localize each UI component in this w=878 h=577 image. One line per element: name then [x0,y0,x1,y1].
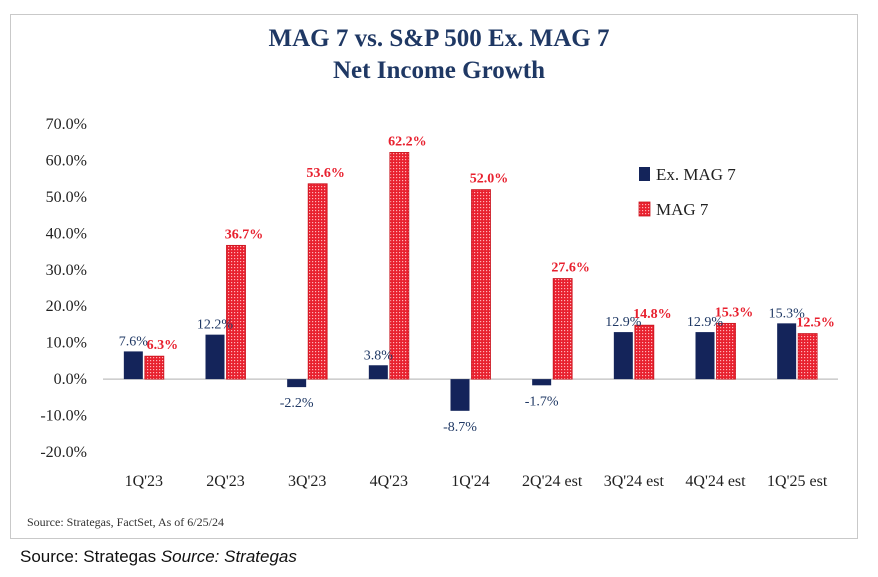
data-label-ex-mag7: 12.9% [687,315,724,330]
y-tick-label: 70.0% [46,116,87,133]
data-label-ex-mag7: 7.6% [119,334,149,349]
y-tick-label: 10.0% [46,335,87,352]
bar-ex-mag7 [695,332,715,380]
chart-title: MAG 7 vs. S&P 500 Ex. MAG 7 [268,25,610,52]
x-tick-label: 1Q'25 est [767,473,828,490]
data-label-mag7: 14.8% [633,307,672,322]
bar-ex-mag7 [532,379,552,386]
bar-mag7 [552,278,573,380]
y-tick-label: 30.0% [46,262,87,279]
data-label-ex-mag7: 12.2% [197,318,234,333]
y-tick-label: -20.0% [40,444,87,461]
y-tick-label: -10.0% [40,408,87,425]
x-tick-label: 1Q'24 [451,473,489,490]
bar-ex-mag7 [123,351,143,380]
x-tick-label: 2Q'23 [206,473,244,490]
bar-mag7 [797,333,818,380]
bar-ex-mag7 [368,365,388,380]
y-tick-label: 40.0% [46,225,87,242]
legend-swatch-mag7 [638,201,651,217]
bar-mag7 [226,244,246,380]
x-tick-label: 4Q'24 est [685,473,746,490]
bar-mag7 [144,355,165,380]
bar-mag7 [716,322,736,380]
data-label-mag7: 15.3% [715,305,754,320]
legend-label-mag7: MAG 7 [656,200,709,219]
x-tick-label: 3Q'24 est [604,473,665,490]
x-tick-label: 3Q'23 [288,473,326,490]
data-label-ex-mag7: 15.3% [769,306,806,321]
data-label-mag7: 53.6% [306,166,345,181]
data-label-mag7: 27.6% [551,261,590,276]
data-label-mag7: 12.5% [796,316,835,331]
data-label-mag7: 62.2% [388,134,427,149]
bar-ex-mag7 [777,323,797,380]
bar-ex-mag7 [205,334,225,380]
source-caption-italic: Source: Strategas [160,547,297,566]
x-tick-label: 4Q'23 [370,473,408,490]
bar-mag7 [307,183,328,380]
bar-mag7 [389,152,410,380]
source-caption-text: Source: Strategas [20,547,157,566]
data-label-ex-mag7: -1.7% [525,394,559,409]
legend-swatch-ex-mag7 [639,167,650,181]
data-label-ex-mag7: 12.9% [605,315,642,330]
source-note: Source: Strategas, FactSet, As of 6/25/2… [27,515,224,529]
bar-mag7 [471,189,491,380]
data-label-ex-mag7: -2.2% [280,396,314,411]
y-tick-label: 50.0% [46,189,87,206]
y-tick-label: 60.0% [46,152,87,169]
data-label-ex-mag7: 3.8% [364,348,394,363]
source-caption: Source: Strategas Source: Strategas [20,547,297,567]
data-label-mag7: 36.7% [225,227,264,242]
y-tick-label: 20.0% [46,298,87,315]
bar-ex-mag7 [450,379,470,411]
data-label-ex-mag7: -8.7% [443,420,477,435]
chart-frame [10,14,858,539]
x-tick-label: 2Q'24 est [522,473,583,490]
bar-ex-mag7 [613,332,633,380]
data-label-mag7: 52.0% [470,172,509,187]
data-label-mag7: 6.3% [147,338,179,353]
y-tick-label: 0.0% [54,371,87,388]
x-tick-label: 1Q'23 [125,473,163,490]
bar-ex-mag7 [287,379,307,388]
chart-subtitle: Net Income Growth [333,57,545,84]
bar-mag7 [634,324,655,380]
legend-label-ex-mag7: Ex. MAG 7 [656,165,736,184]
